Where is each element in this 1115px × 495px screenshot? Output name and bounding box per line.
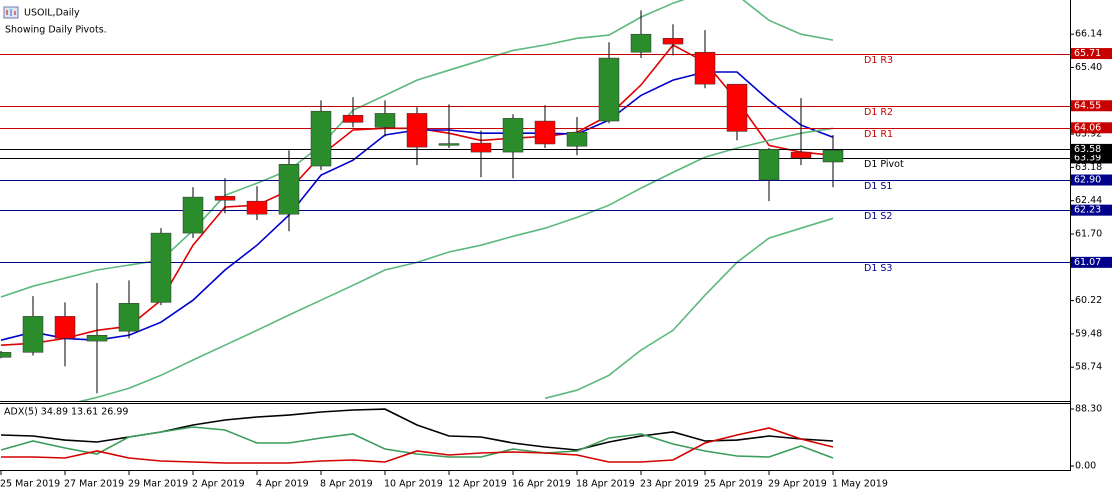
adx-plot — [0, 408, 834, 464]
candle-body — [86, 335, 108, 342]
pivot-name: D1 Pivot — [864, 159, 904, 170]
price-tag — [1071, 256, 1112, 268]
candle-body — [630, 33, 652, 53]
pivot-name: D1 S2 — [864, 211, 892, 222]
header: USOIL,Daily Showing Daily Pivots. ADX(5)… — [3, 6, 128, 418]
candle-body — [182, 196, 204, 234]
axes: 66.14 65.40 63.92 63.18 62.44 61.70 60.22 59.48… — [0, 0, 1102, 490]
main-plot: D1 R3 D1 R2 D1 R1 D1 Pivot D1 S1 D1 S2 D1 S3 — [0, 0, 1070, 401]
candle-body — [310, 110, 332, 167]
y-tick-label: 59.48 — [1075, 328, 1102, 339]
candle-body — [662, 38, 684, 45]
candle-body — [694, 51, 716, 85]
y-tick-label: 63.18 — [1075, 162, 1102, 173]
y-tick-label: 0.00 — [1075, 460, 1096, 471]
price-tag-label: 63.58 — [1074, 144, 1101, 155]
pivot-name: D1 R2 — [864, 107, 893, 118]
indicator-line — [544, 217, 834, 400]
price-tag — [1071, 143, 1112, 155]
overlay: 65.71 64.55 64.06 63.39 62.90 62.23 61.07 63.58 — [1071, 48, 1112, 268]
candle-body — [118, 303, 140, 332]
candle-body — [214, 195, 236, 201]
price-tag — [1071, 204, 1112, 216]
candle-body — [502, 118, 524, 153]
x-tick-label: 16 Apr 2019 — [512, 479, 571, 490]
candle-body — [342, 114, 364, 123]
candle-body — [278, 164, 300, 215]
y-tick-label: 63.92 — [1075, 129, 1102, 140]
x-tick-label: 10 Apr 2019 — [384, 479, 443, 490]
y-tick-label: 58.74 — [1075, 362, 1102, 373]
pivot-name: D1 R3 — [864, 55, 893, 66]
y-tick-label: 61.70 — [1075, 229, 1102, 240]
candle-body — [534, 120, 556, 145]
candle-body — [0, 352, 12, 358]
indicator-label: ADX(5) 34.89 13.61 26.99 — [4, 407, 128, 418]
candle-body — [822, 150, 844, 163]
price-tag — [1071, 174, 1112, 186]
y-tick-label: 66.14 — [1075, 29, 1102, 40]
x-tick-label: 29 Mar 2019 — [128, 479, 188, 490]
price-tag — [1071, 122, 1112, 134]
price-tag — [1071, 152, 1112, 164]
y-tick-label: 60.22 — [1075, 295, 1102, 306]
candle-body — [470, 142, 492, 153]
candle-body — [374, 113, 396, 128]
price-tag-label: 61.07 — [1074, 257, 1101, 268]
y-tick-label: 65.40 — [1075, 62, 1102, 73]
candle-body — [406, 113, 428, 148]
indicator-line — [1, 427, 834, 464]
x-tick-label: 2 Apr 2019 — [192, 479, 245, 490]
indicator-line — [0, 0, 834, 298]
candle-body — [726, 83, 748, 132]
pivot-name: D1 S3 — [864, 263, 892, 274]
candle-body — [790, 151, 812, 159]
x-tick-label: 18 Apr 2019 — [576, 479, 635, 490]
price-tag-label: 64.55 — [1074, 100, 1101, 111]
price-tag — [1071, 100, 1112, 112]
candle-body — [598, 57, 620, 122]
y-tick-label: 88.30 — [1075, 404, 1102, 415]
x-tick-label: 29 Apr 2019 — [768, 479, 827, 490]
y-tick-label: 62.44 — [1075, 195, 1102, 206]
price-tag-label: 63.39 — [1074, 152, 1101, 163]
candle-body — [150, 232, 172, 303]
x-tick-label: 25 Apr 2019 — [704, 479, 763, 490]
candle-body — [54, 316, 76, 339]
candle-body — [758, 149, 780, 181]
price-tag — [1071, 48, 1112, 60]
x-tick-label: 23 Apr 2019 — [640, 479, 699, 490]
candle-body — [566, 132, 588, 147]
chart-title: USOIL,Daily — [24, 8, 80, 19]
price-tag-label: 65.71 — [1074, 48, 1101, 59]
x-tick-label: 1 May 2019 — [832, 479, 888, 490]
price-tag-label: 62.23 — [1074, 205, 1101, 216]
x-tick-label: 27 Mar 2019 — [64, 479, 124, 490]
pivot-name: D1 R1 — [864, 129, 893, 140]
x-tick-label: 8 Apr 2019 — [320, 479, 373, 490]
x-tick-label: 12 Apr 2019 — [448, 479, 507, 490]
pivot-name: D1 S1 — [864, 181, 892, 192]
chart-subtitle: Showing Daily Pivots. — [5, 25, 107, 36]
price-tag-label: 64.06 — [1074, 122, 1101, 133]
x-tick-label: 25 Mar 2019 — [0, 479, 60, 490]
x-tick-label: 4 Apr 2019 — [256, 479, 309, 490]
candle-body — [438, 143, 460, 146]
candle-body — [246, 200, 268, 215]
price-tag-label: 62.90 — [1074, 175, 1101, 186]
candle-body — [22, 316, 44, 353]
